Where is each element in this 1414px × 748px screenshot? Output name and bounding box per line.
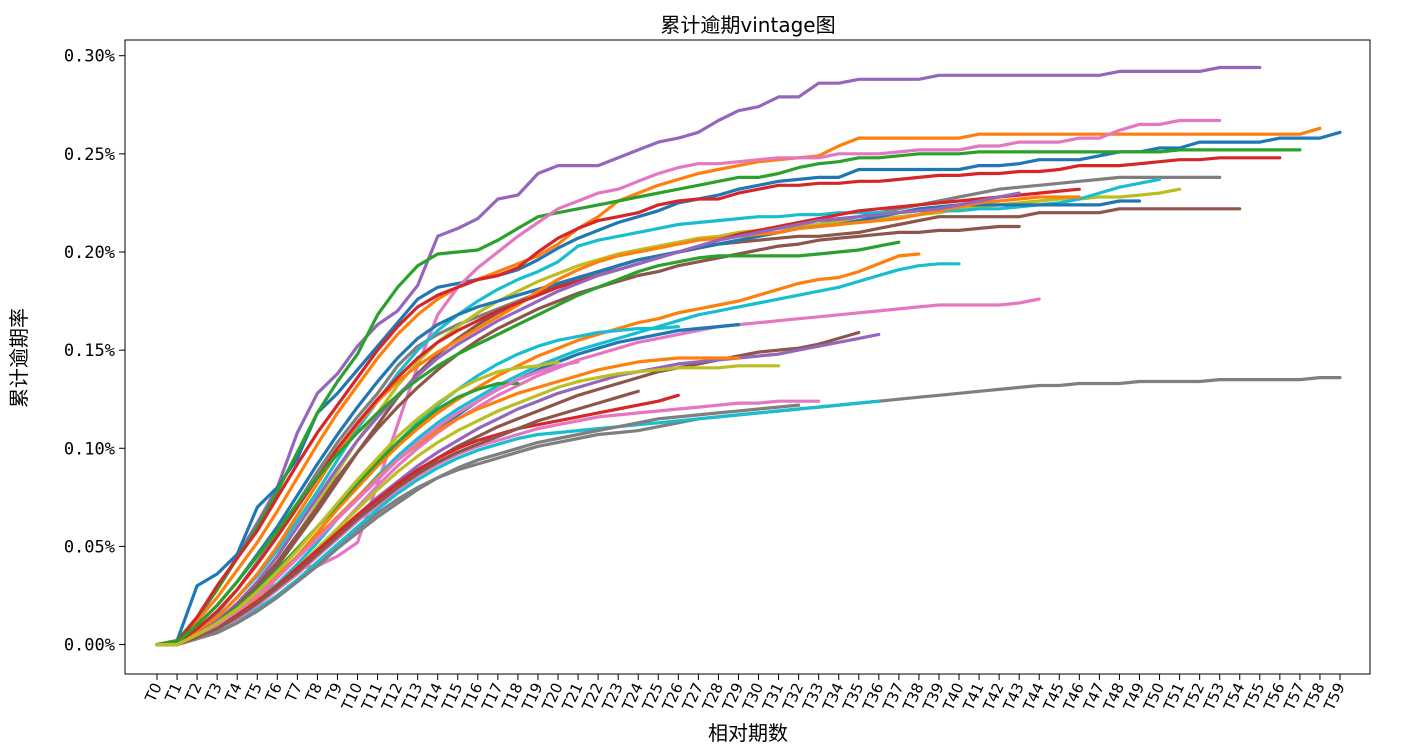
series-line-3 [155,126,1322,647]
series-line-12 [155,195,1081,647]
x-tick-label: T5 [241,680,266,705]
x-tick-label: T6 [261,680,286,705]
series-line-30 [155,389,640,647]
series-line-33 [155,360,580,647]
y-tick-label: 0.20% [64,243,115,263]
series-line-26 [155,403,801,647]
series-line-14 [155,191,1021,647]
y-axis-label: 累计逾期率 [7,308,31,408]
y-tick-label: 0.25% [64,145,115,165]
series-line-34 [155,360,560,647]
series-line-9 [155,177,1162,647]
x-tick-label: T4 [221,680,246,705]
series-line-29 [155,393,680,647]
series-line-1 [155,65,1262,647]
y-tick-label: 0.15% [64,341,115,361]
chart-title: 累计逾期vintage图 [660,13,835,37]
x-tick-label: T0 [141,680,166,705]
series-line-18 [155,262,961,647]
series-line-4 [155,148,1302,647]
x-axis: T0T1T2T3T4T5T6T7T8T9T10T11T12T13T14T15T1… [141,674,1349,714]
plot-area [124,39,1371,675]
x-tick-label: T59 [1320,680,1349,714]
series-line-6 [155,156,1282,647]
series-line-25 [155,399,881,647]
y-tick-label: 0.00% [64,636,115,656]
series-layer [155,65,1342,647]
y-tick-label: 0.05% [64,537,115,557]
x-axis-label: 相对期数 [708,721,788,745]
x-tick-label: T2 [181,680,206,705]
series-line-16 [155,240,901,647]
x-tick-label: T7 [281,680,306,705]
x-tick-label: T3 [201,680,226,705]
y-tick-label: 0.10% [64,439,115,459]
y-axis: 0.00% 0.05% 0.10% 0.15% 0.20% 0.25% 0.30% [64,47,125,656]
y-tick-label: 0.30% [64,47,115,67]
x-tick-label: T8 [301,680,326,705]
x-tick-label: T1 [161,680,186,705]
series-line-10 [155,207,1242,647]
series-line-5 [155,118,1222,647]
